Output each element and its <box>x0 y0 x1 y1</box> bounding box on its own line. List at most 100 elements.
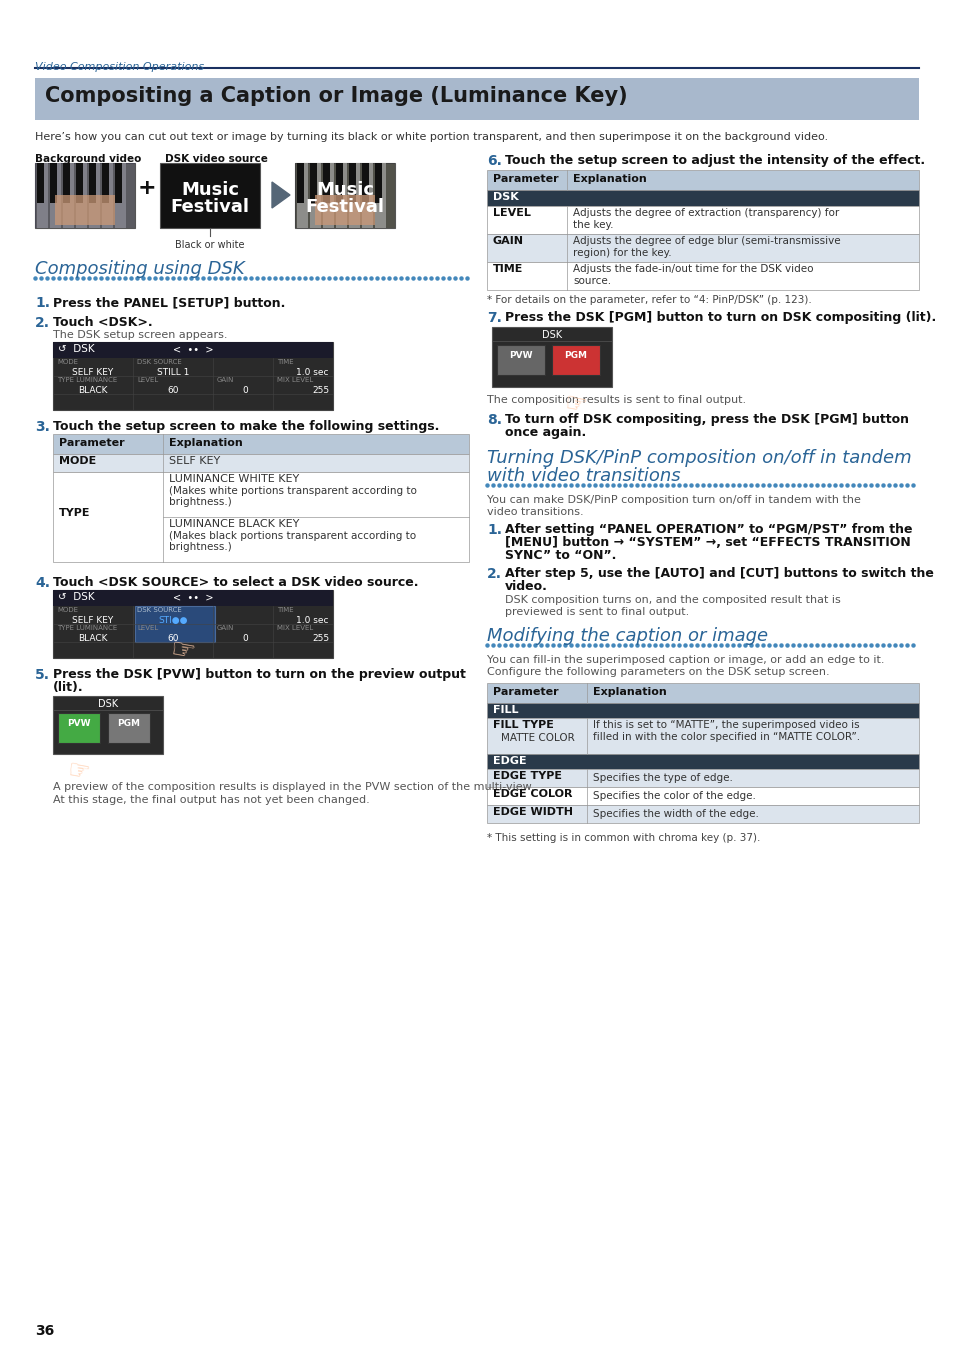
Bar <box>310 163 320 228</box>
Text: Configure the following parameters on the DSK setup screen.: Configure the following parameters on th… <box>486 667 829 676</box>
Text: 3.: 3. <box>35 420 50 433</box>
Text: FILL: FILL <box>493 705 518 716</box>
Text: (Makes black portions transparent according to: (Makes black portions transparent accord… <box>169 531 416 541</box>
Text: After setting “PANEL OPERATION” to “PGM/PST” from the: After setting “PANEL OPERATION” to “PGM/… <box>504 522 911 536</box>
Text: Compositing using DSK: Compositing using DSK <box>35 261 244 278</box>
Text: EDGE WIDTH: EDGE WIDTH <box>493 807 573 817</box>
Text: GAIN: GAIN <box>493 236 523 246</box>
Bar <box>53 472 469 562</box>
Text: DSK video source: DSK video source <box>165 154 268 163</box>
Bar <box>486 805 918 823</box>
Text: SELF KEY: SELF KEY <box>72 616 113 625</box>
Bar <box>294 163 395 228</box>
Text: Press the DSK [PGM] button to turn on DSK compositing (lit).: Press the DSK [PGM] button to turn on DS… <box>504 310 935 324</box>
Text: LUMINANCE WHITE KEY: LUMINANCE WHITE KEY <box>169 474 299 485</box>
Bar <box>55 194 115 225</box>
Bar <box>76 163 83 202</box>
Text: MODE: MODE <box>57 608 78 613</box>
Bar <box>63 163 70 202</box>
Bar <box>486 755 918 770</box>
Text: 6.: 6. <box>486 154 501 167</box>
Text: GAIN: GAIN <box>216 625 234 630</box>
Text: After step 5, use the [AUTO] and [CUT] buttons to switch the: After step 5, use the [AUTO] and [CUT] b… <box>504 567 933 580</box>
Bar <box>349 163 355 202</box>
Text: Specifies the width of the edge.: Specifies the width of the edge. <box>593 809 758 819</box>
Text: * This setting is in common with chroma key (p. 37).: * This setting is in common with chroma … <box>486 833 760 842</box>
Bar <box>53 454 469 472</box>
Text: 255: 255 <box>312 634 329 643</box>
Bar <box>486 683 918 703</box>
Text: ↺  DSK: ↺ DSK <box>58 593 94 602</box>
Bar <box>361 163 373 228</box>
Text: region) for the key.: region) for the key. <box>573 248 671 258</box>
Text: TYPE LUMINANCE: TYPE LUMINANCE <box>57 625 117 630</box>
Text: 7.: 7. <box>486 310 501 325</box>
Text: LEVEL: LEVEL <box>137 625 158 630</box>
Bar <box>35 163 135 228</box>
Text: The DSK setup screen appears.: The DSK setup screen appears. <box>53 329 227 340</box>
Text: LEVEL: LEVEL <box>137 377 158 383</box>
Text: SELF KEY: SELF KEY <box>169 456 220 466</box>
Bar <box>35 163 135 228</box>
Text: STI●●: STI●● <box>158 616 188 625</box>
Text: Press the PANEL [SETUP] button.: Press the PANEL [SETUP] button. <box>53 296 285 309</box>
Text: 60: 60 <box>167 386 178 396</box>
Bar <box>63 163 74 228</box>
Text: Parameter: Parameter <box>493 687 558 697</box>
Text: LEVEL: LEVEL <box>493 208 530 217</box>
Text: Background video: Background video <box>35 154 141 163</box>
Text: Music: Music <box>315 181 374 198</box>
Text: ↺  DSK: ↺ DSK <box>58 344 94 354</box>
Text: video.: video. <box>504 580 547 593</box>
Bar <box>375 163 381 202</box>
Text: source.: source. <box>573 275 611 286</box>
Text: Compositing a Caption or Image (Luminance Key): Compositing a Caption or Image (Luminanc… <box>45 86 627 107</box>
Text: DSK composition turns on, and the composited result that is: DSK composition turns on, and the compos… <box>504 595 840 605</box>
Bar <box>53 433 469 454</box>
Text: Specifies the type of edge.: Specifies the type of edge. <box>593 774 732 783</box>
Bar <box>89 163 96 202</box>
Bar <box>53 590 333 606</box>
Text: You can fill-in the superimposed caption or image, or add an edge to it.: You can fill-in the superimposed caption… <box>486 655 883 666</box>
Text: 1.: 1. <box>486 522 501 537</box>
Bar <box>361 163 369 202</box>
Bar <box>53 342 333 410</box>
Bar <box>497 346 544 375</box>
Text: once again.: once again. <box>504 427 586 439</box>
Text: EDGE: EDGE <box>493 756 526 765</box>
Text: <  ••  >: < •• > <box>172 593 213 603</box>
Bar <box>323 163 334 228</box>
Bar <box>135 606 214 643</box>
Bar <box>108 713 150 743</box>
Text: DSK: DSK <box>493 192 518 202</box>
Bar <box>323 163 330 202</box>
Text: To turn off DSK compositing, press the DSK [PGM] button: To turn off DSK compositing, press the D… <box>504 413 908 427</box>
Bar <box>89 163 100 228</box>
Bar <box>296 163 308 228</box>
Text: 2.: 2. <box>486 567 501 580</box>
Text: +: + <box>137 178 156 198</box>
Text: (Makes white portions transparent according to: (Makes white portions transparent accord… <box>169 486 416 495</box>
Bar <box>486 190 918 207</box>
Text: BLACK: BLACK <box>78 634 108 643</box>
Text: 8.: 8. <box>486 413 501 427</box>
Text: 2.: 2. <box>35 316 50 329</box>
Text: If this is set to “MATTE”, the superimposed video is: If this is set to “MATTE”, the superimpo… <box>593 720 859 730</box>
Text: EDGE TYPE: EDGE TYPE <box>493 771 561 782</box>
Text: ☞: ☞ <box>168 634 197 667</box>
Bar <box>486 718 918 755</box>
Text: The composition results is sent to final output.: The composition results is sent to final… <box>486 396 745 405</box>
Text: LUMINANCE BLACK KEY: LUMINANCE BLACK KEY <box>169 518 299 529</box>
Text: filled in with the color specified in “MATTE COLOR”.: filled in with the color specified in “M… <box>593 732 860 742</box>
Bar <box>486 787 918 805</box>
Text: TYPE LUMINANCE: TYPE LUMINANCE <box>57 377 117 383</box>
Text: Parameter: Parameter <box>59 437 125 448</box>
Bar <box>552 346 599 375</box>
Text: * For details on the parameter, refer to “4: PinP/DSK” (p. 123).: * For details on the parameter, refer to… <box>486 296 811 305</box>
Text: DSK: DSK <box>98 699 118 709</box>
Text: Festival: Festival <box>171 198 250 216</box>
Text: TIME: TIME <box>276 608 294 613</box>
Bar <box>375 163 386 228</box>
Bar <box>53 590 333 657</box>
Text: You can make DSK/PinP composition turn on/off in tandem with the: You can make DSK/PinP composition turn o… <box>486 495 860 505</box>
